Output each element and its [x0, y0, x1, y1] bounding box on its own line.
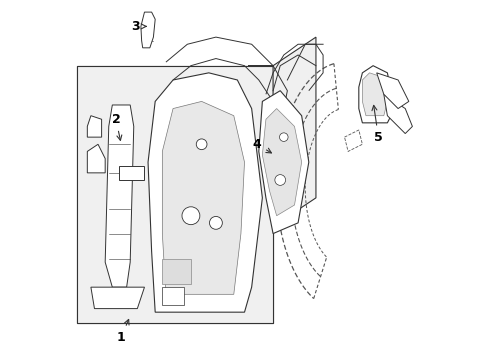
Text: 1: 1	[117, 319, 129, 344]
Circle shape	[196, 139, 206, 150]
Bar	[77, 66, 272, 323]
Polygon shape	[77, 66, 272, 323]
Circle shape	[274, 175, 285, 185]
Polygon shape	[262, 109, 301, 216]
Polygon shape	[91, 287, 144, 309]
Polygon shape	[105, 105, 134, 287]
Polygon shape	[376, 73, 408, 109]
Circle shape	[209, 216, 222, 229]
Polygon shape	[383, 94, 411, 134]
Polygon shape	[162, 102, 244, 294]
Polygon shape	[362, 73, 386, 116]
Polygon shape	[87, 144, 105, 173]
Bar	[119, 166, 144, 180]
Polygon shape	[247, 37, 315, 226]
Text: 4: 4	[252, 138, 271, 153]
Polygon shape	[87, 116, 102, 137]
Bar	[162, 258, 190, 284]
Circle shape	[182, 207, 200, 225]
Text: 3: 3	[131, 20, 146, 33]
Polygon shape	[148, 73, 262, 312]
Polygon shape	[258, 91, 308, 234]
Text: 2: 2	[111, 113, 122, 140]
Text: 5: 5	[371, 105, 382, 144]
Polygon shape	[141, 12, 155, 48]
Circle shape	[279, 133, 287, 141]
Polygon shape	[358, 66, 394, 123]
Bar	[162, 287, 183, 305]
